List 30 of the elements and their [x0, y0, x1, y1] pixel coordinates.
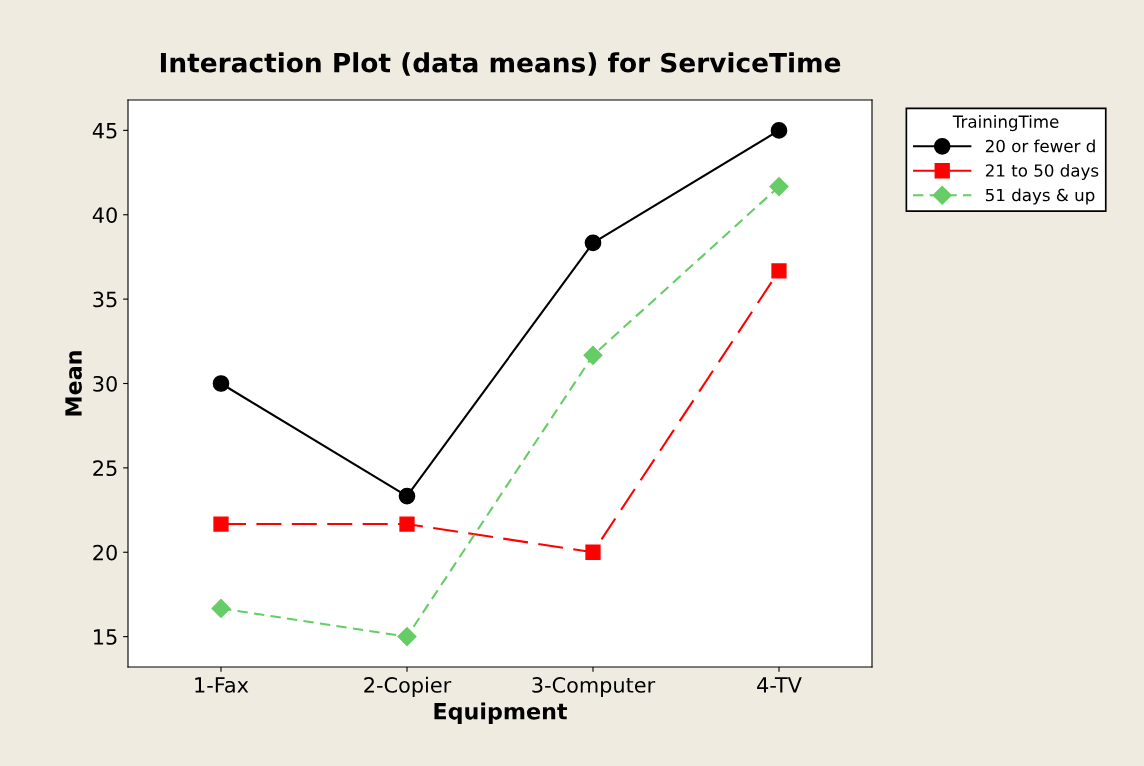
x-tick-label: 2-Copier [364, 676, 452, 697]
point [398, 487, 416, 505]
x-tick-label: 1-Fax [195, 677, 249, 693]
point [770, 122, 788, 139]
x-tick-label: 4-TV [757, 677, 802, 693]
y-tick-label: 45 [92, 123, 117, 139]
legend-label: 21 to 50 days [985, 163, 1099, 181]
y-tick-label: 25 [93, 460, 117, 477]
point [771, 263, 787, 279]
y-tick-label: 20 [93, 544, 117, 561]
point [583, 345, 603, 365]
y-tick-label: 30 [93, 375, 117, 392]
y-tick-label: 40 [92, 207, 117, 223]
legend-title: TrainingTime [952, 115, 1059, 132]
point [211, 598, 231, 618]
point [397, 627, 417, 647]
legend-label: 51 days & up [985, 188, 1095, 205]
y-tick-label: 35 [93, 291, 117, 308]
point [399, 516, 415, 532]
point [585, 544, 601, 560]
chart-title: Interaction Plot (data means) for ServiceTime [160, 52, 841, 76]
x-axis-title: Equipment [434, 702, 568, 724]
point [213, 516, 229, 532]
y-tick-label: 15 [94, 629, 117, 645]
point [212, 375, 230, 392]
point [584, 234, 602, 252]
x-tick-label: 3-Computer [532, 677, 656, 697]
point [769, 177, 789, 197]
legend-label: 20 or fewer d [985, 139, 1095, 153]
y-axis-title: Mean [65, 351, 82, 416]
